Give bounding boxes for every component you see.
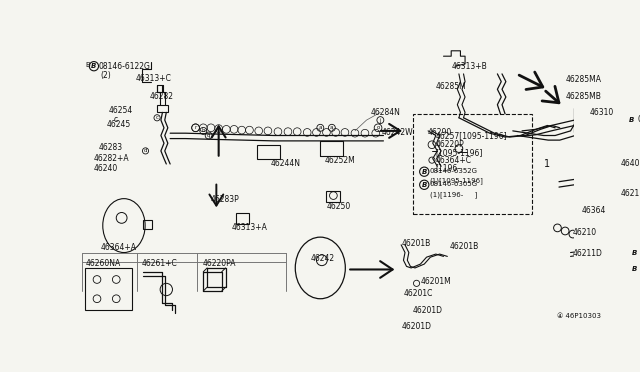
Text: c: c: [114, 115, 118, 125]
Bar: [257, 145, 280, 158]
Text: 46250: 46250: [326, 202, 351, 212]
Text: 46257[1095-1196]: 46257[1095-1196]: [436, 131, 508, 140]
Text: 46201C: 46201C: [403, 289, 433, 298]
Text: 46201B: 46201B: [401, 239, 430, 248]
Bar: [86, 268, 132, 310]
Text: B: B: [628, 117, 634, 123]
Text: 08146-6352G: 08146-6352G: [429, 168, 477, 174]
Text: [1196-: [1196-: [436, 163, 461, 172]
Text: 46242W: 46242W: [382, 128, 413, 137]
Text: b: b: [202, 128, 205, 134]
Text: (1)[1196-     ]: (1)[1196- ]: [429, 191, 477, 198]
Text: c: c: [156, 115, 159, 120]
Text: 46282+A: 46282+A: [93, 154, 129, 163]
Text: 46285MB: 46285MB: [565, 92, 601, 102]
Text: 46201M: 46201M: [420, 277, 451, 286]
Text: 46220PA: 46220PA: [202, 259, 236, 268]
Text: 46201D: 46201D: [402, 322, 432, 331]
Text: 1: 1: [543, 158, 550, 169]
Text: B: B: [92, 63, 97, 69]
Text: (2): (2): [101, 71, 111, 80]
Text: 46211D: 46211D: [573, 249, 603, 258]
Text: 46285M: 46285M: [436, 81, 467, 91]
Text: 08146-6122G: 08146-6122G: [99, 62, 150, 71]
Text: 46201B: 46201B: [450, 242, 479, 251]
Text: B: B: [422, 169, 427, 175]
Bar: [575, 108, 604, 132]
Text: 46252M: 46252M: [324, 156, 355, 165]
Text: r: r: [195, 125, 196, 130]
Text: 08156-8202E: 08156-8202E: [637, 115, 640, 125]
Text: 46211B: 46211B: [621, 189, 640, 198]
Text: 46313+B: 46313+B: [451, 62, 487, 71]
Text: a: a: [330, 125, 333, 130]
Text: B: B: [632, 250, 637, 256]
Text: 46290: 46290: [428, 128, 452, 137]
Text: 46313+A: 46313+A: [232, 223, 268, 232]
Text: B: B: [422, 182, 427, 188]
Text: 46283P: 46283P: [211, 195, 240, 204]
Bar: [580, 206, 608, 230]
Bar: [611, 192, 639, 211]
Text: B: B: [632, 266, 637, 272]
Text: a: a: [319, 125, 322, 130]
Bar: [143, 220, 152, 230]
Text: 46285MA: 46285MA: [565, 76, 601, 84]
Text: j: j: [380, 118, 381, 123]
Text: (1)[1095-1196]: (1)[1095-1196]: [429, 177, 483, 184]
Text: 46283: 46283: [99, 143, 123, 152]
Text: q: q: [207, 133, 211, 138]
Text: 46201D: 46201D: [413, 307, 443, 315]
Text: ④ 46P10303: ④ 46P10303: [557, 312, 602, 318]
Bar: [157, 105, 168, 112]
Text: 46310: 46310: [590, 108, 614, 117]
Text: 08146-6305G: 08146-6305G: [429, 181, 478, 187]
Text: 46364+A: 46364+A: [101, 243, 137, 252]
Bar: [614, 158, 640, 180]
Text: 46284N: 46284N: [371, 108, 400, 117]
Text: 46210: 46210: [573, 228, 597, 237]
Text: 46254: 46254: [109, 106, 133, 115]
Text: 46245: 46245: [107, 120, 131, 129]
Text: 46261+C: 46261+C: [141, 259, 177, 268]
Text: 46220P: 46220P: [436, 140, 465, 149]
Text: d: d: [144, 148, 147, 153]
Text: 46400R: 46400R: [621, 158, 640, 168]
Text: B: B: [86, 62, 90, 68]
Bar: [236, 212, 250, 224]
Text: o: o: [376, 125, 380, 130]
Text: 46260NA: 46260NA: [86, 259, 121, 268]
Text: 46240: 46240: [93, 164, 117, 173]
Text: 46364: 46364: [582, 206, 607, 215]
Text: 46282: 46282: [149, 92, 173, 102]
Text: 46313+C: 46313+C: [136, 74, 172, 83]
Text: [1095-1196]: [1095-1196]: [436, 148, 483, 157]
Text: 46244N: 46244N: [270, 158, 300, 168]
Bar: [326, 191, 340, 202]
Bar: [413, 114, 532, 214]
Text: 46364+C: 46364+C: [436, 155, 472, 164]
Text: 46242: 46242: [311, 254, 335, 263]
